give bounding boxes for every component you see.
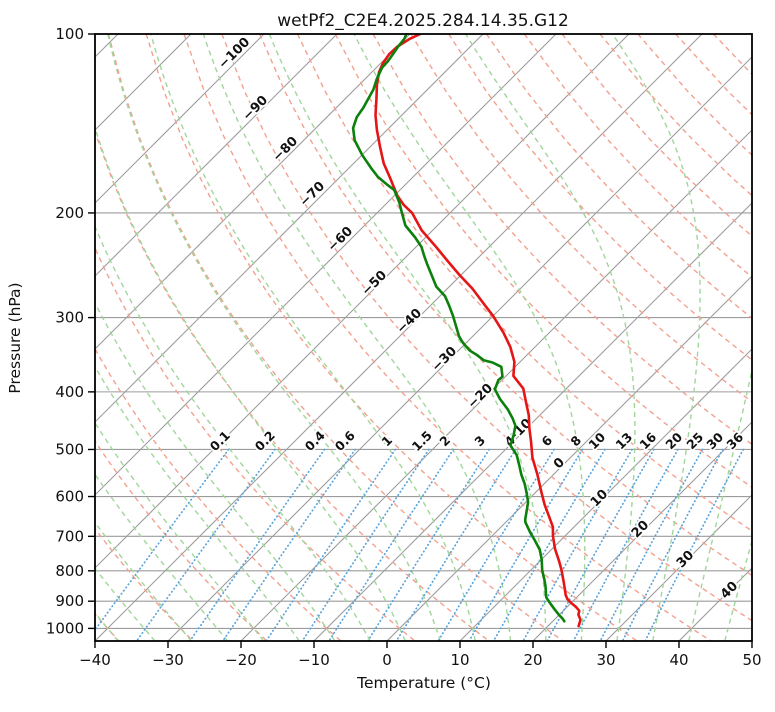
- x-tick-label: −10: [298, 651, 330, 669]
- y-axis-label: Pressure (hPa): [6, 282, 24, 393]
- isotherm-label: −60: [325, 224, 356, 255]
- in-plot-labels: −100−90−80−70−60−50−40−30−20−10010203040…: [205, 33, 748, 604]
- y-tick-label: 700: [55, 527, 84, 545]
- x-tick-label: 50: [742, 651, 761, 669]
- x-tick-label: 10: [450, 651, 469, 669]
- mixing-ratio-label: 1: [378, 432, 395, 449]
- isotherm-label: −40: [394, 306, 425, 337]
- mixing-ratio-lines: [95, 448, 745, 641]
- mixing-ratio-label: 20: [662, 429, 685, 452]
- y-tick-label: 300: [55, 309, 84, 327]
- mixing-ratio-label: 6: [538, 432, 555, 449]
- isotherm-label: 0: [551, 455, 568, 472]
- dewpoint-curve: [351, 34, 566, 623]
- isotherm-label: −100: [216, 35, 253, 72]
- moist-adiabat-lines: [95, 34, 752, 641]
- y-tick-label: 500: [55, 440, 84, 458]
- y-tick-label: 200: [55, 204, 84, 222]
- isotherm-label: 30: [674, 548, 697, 571]
- x-axis-label: Temperature (°C): [356, 674, 491, 692]
- x-tick-label: 40: [669, 651, 688, 669]
- x-tick-label: −20: [225, 651, 257, 669]
- y-tick-label: 400: [55, 383, 84, 401]
- isotherm-label: −80: [270, 134, 301, 165]
- isotherm-lines: [95, 34, 752, 641]
- x-tick-label: −30: [152, 651, 184, 669]
- isotherm-label: −50: [359, 268, 390, 299]
- x-tick-label: 30: [596, 651, 615, 669]
- isotherm-label: 20: [629, 518, 652, 541]
- chart-title: wetPf2_C2E4.2025.284.14.35.G12: [277, 11, 569, 31]
- isotherm-label: −30: [429, 344, 460, 375]
- mixing-ratio-label: 3: [471, 432, 488, 449]
- mixing-ratio-label: 16: [636, 429, 659, 452]
- y-tick-label: 1000: [46, 619, 84, 637]
- y-tick-label: 800: [55, 562, 84, 580]
- x-tick-label: −40: [79, 651, 111, 669]
- isotherm-label: −90: [240, 93, 271, 124]
- dry-adiabat-lines: [95, 34, 752, 641]
- y-tick-label: 600: [55, 488, 84, 506]
- temperature-curve: [374, 34, 582, 628]
- x-tick-label: 20: [523, 651, 542, 669]
- mixing-ratio-label: 2: [436, 432, 453, 449]
- pressure-gridlines: [95, 34, 752, 629]
- plot-generated-content: −100−90−80−70−60−50−40−30−20−10010203040…: [46, 25, 762, 669]
- x-tick-label: 0: [382, 651, 392, 669]
- y-tick-label: 100: [55, 25, 84, 43]
- isotherm-label: −20: [465, 381, 496, 412]
- y-tick-label: 900: [55, 592, 84, 610]
- isotherm-label: −70: [297, 179, 328, 210]
